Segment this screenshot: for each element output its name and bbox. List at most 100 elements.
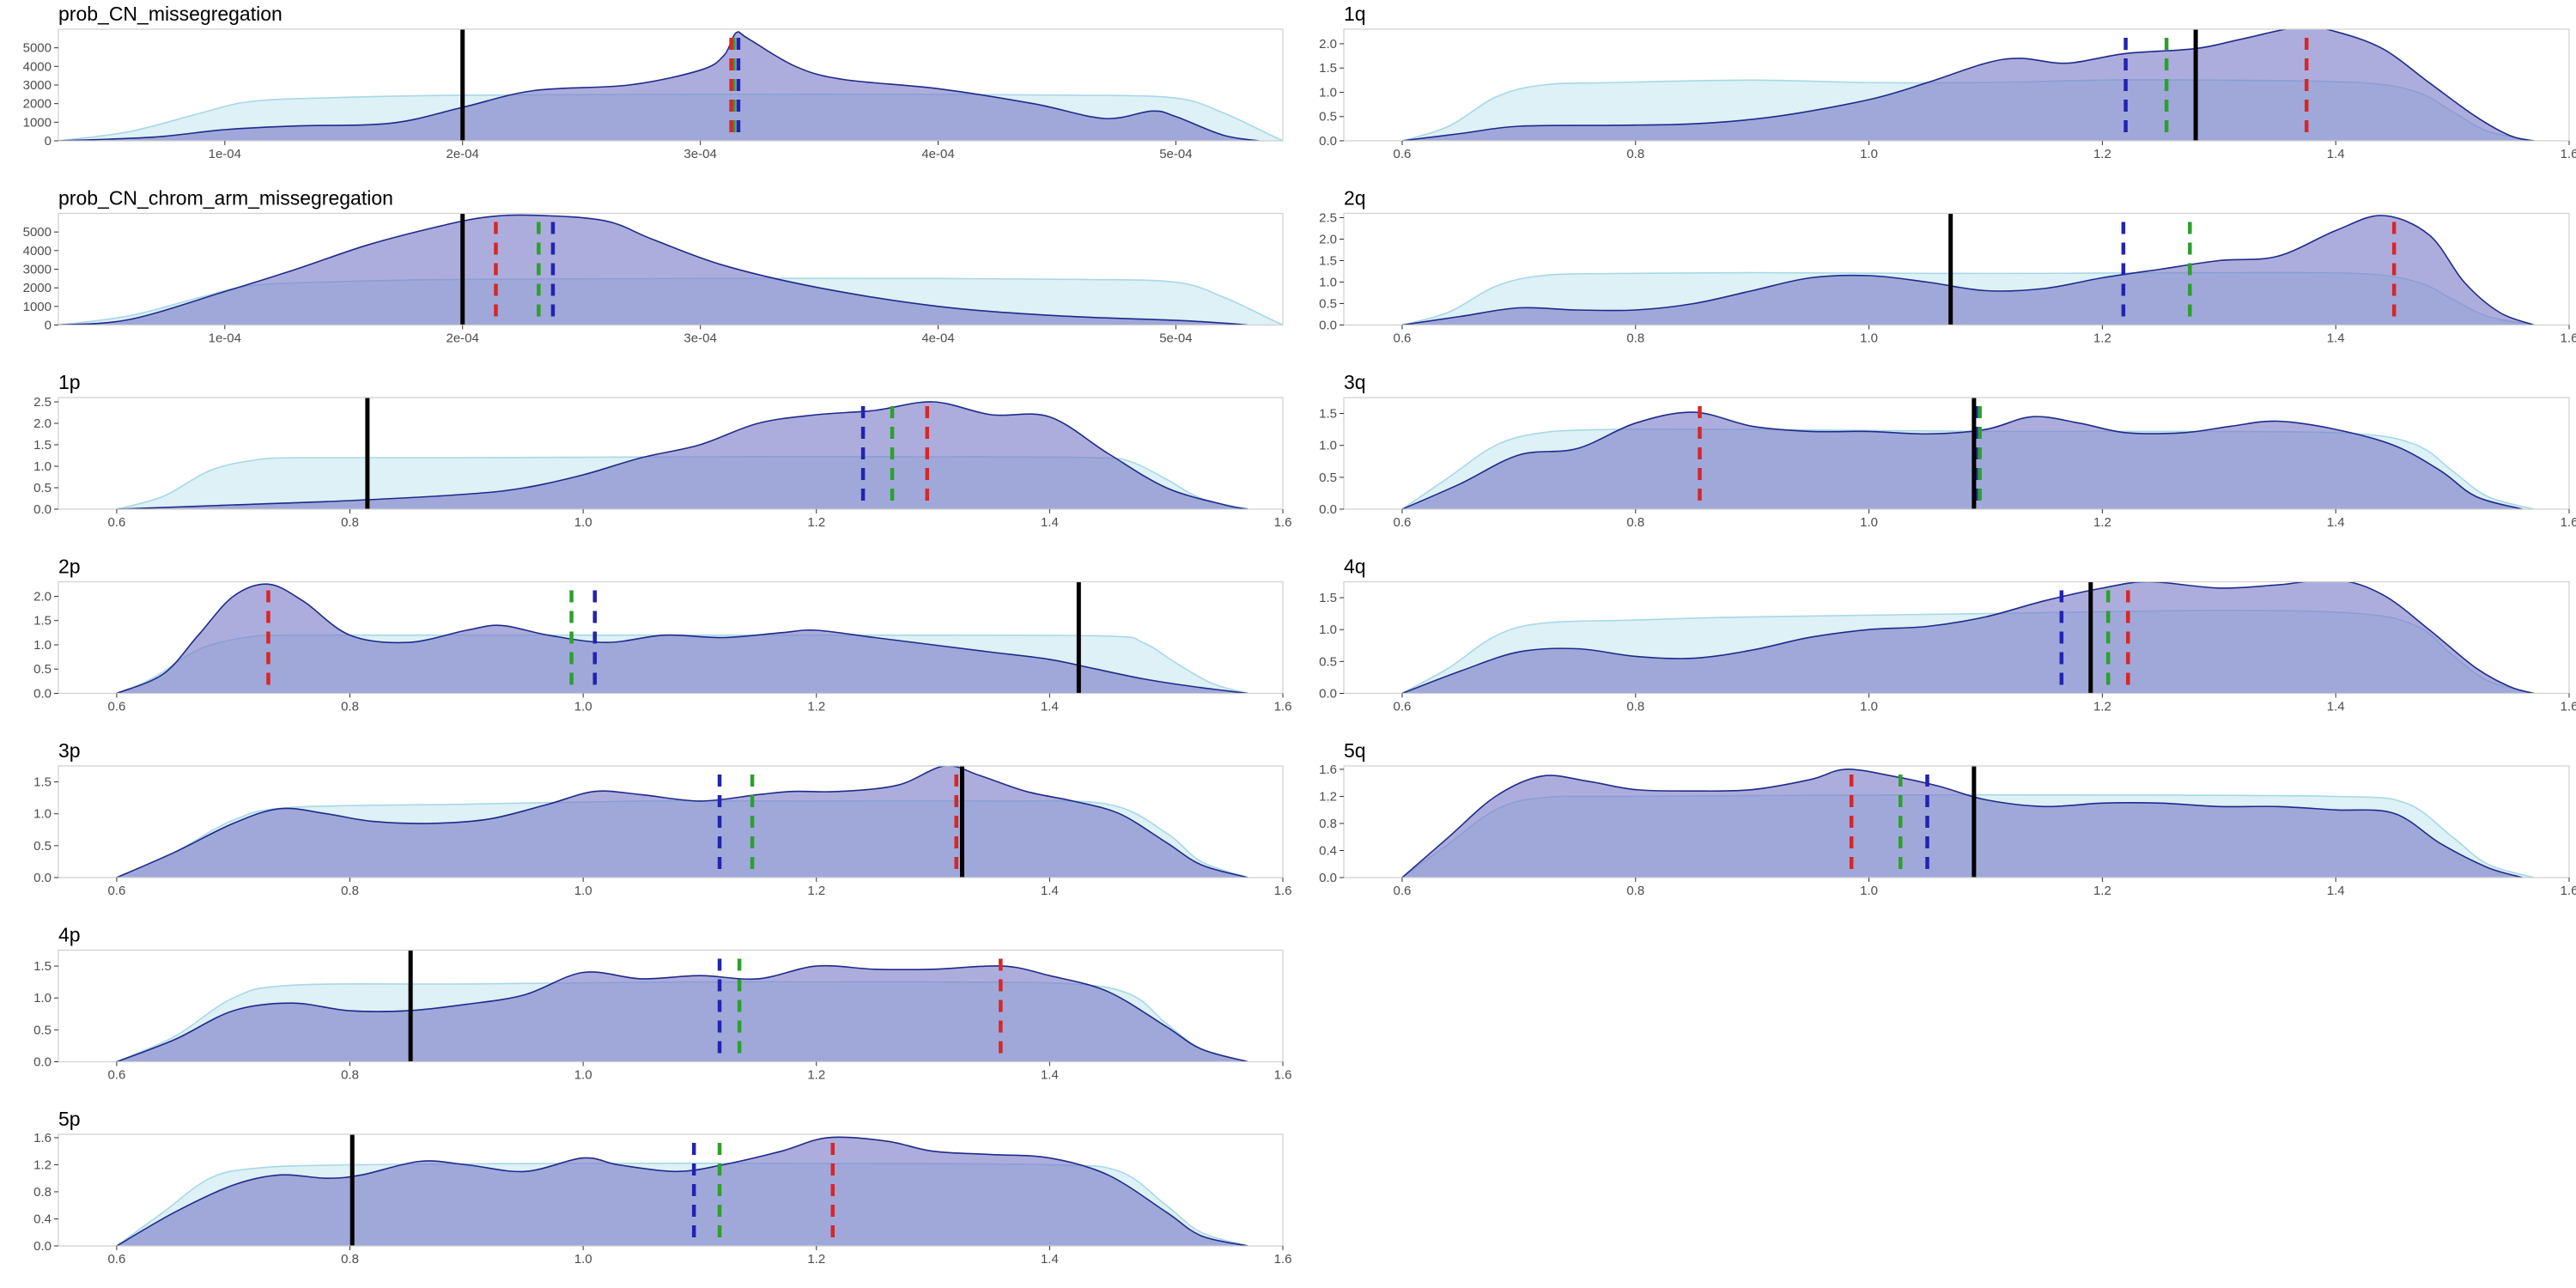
y-tick-label: 0.5 <box>33 839 52 854</box>
x-tick-label: 0.8 <box>1626 515 1644 530</box>
panel-title: 3p <box>58 739 81 762</box>
y-tick-label: 1.5 <box>33 614 52 629</box>
y-tick-label: 0.0 <box>1319 319 1337 333</box>
prior-density-line <box>116 1162 1249 1246</box>
density-layer <box>58 213 1283 325</box>
x-tick-label: 4e-04 <box>921 147 954 161</box>
density-layer <box>116 1134 1249 1246</box>
panel-prob-CN-missegregation: prob_CN_missegregation 0 1000 2000 3000 4000 5… <box>23 3 1284 161</box>
panel-2q: 2q 0.0 0.5 1.0 1.5 2.0 2.5 0.6 0.8 1.0 1.2 1.4 1.6 <box>1319 187 2576 346</box>
x-tick-label: 1e-04 <box>209 331 241 346</box>
y-tick-label: 2.0 <box>1319 233 1337 247</box>
y-tick-label: 0.0 <box>33 1239 52 1254</box>
posterior-density-area <box>58 215 1248 325</box>
posterior-density-area <box>116 766 1249 878</box>
x-tick-label: 5e-04 <box>1159 147 1192 161</box>
x-tick-label: 0.8 <box>341 515 359 530</box>
panel-3q: 3q 0.0 0.5 1.0 1.5 0.6 0.8 1.0 1.2 1.4 1.6 <box>1319 371 2576 530</box>
x-tick-label: 1.4 <box>1041 1252 1059 1267</box>
posterior-density-line <box>58 214 1248 325</box>
density-layer <box>116 398 1249 509</box>
panel-title: 3q <box>1344 371 1366 393</box>
plot-frame <box>58 397 1284 510</box>
x-tick-label: 1.0 <box>574 1068 592 1083</box>
y-tick-label: 0.0 <box>33 871 52 885</box>
y-tick-label: 3000 <box>23 78 52 93</box>
x-tick-label: 1.4 <box>1041 700 1059 714</box>
plot-frame <box>58 1133 1284 1247</box>
posterior-density-area <box>116 584 1249 694</box>
posterior-density-area <box>1402 769 2523 878</box>
y-tick-label: 1.0 <box>1319 85 1337 100</box>
y-tick-label: 4000 <box>23 59 52 74</box>
y-tick-label: 1.0 <box>33 638 52 653</box>
density-layer <box>1401 766 2535 878</box>
x-tick-label: 0.8 <box>341 884 359 898</box>
x-tick-label: 0.6 <box>107 1252 125 1267</box>
posterior-density-line <box>116 1136 1249 1246</box>
x-tick-label: 1.6 <box>2561 884 2576 898</box>
x-tick-label: 1.2 <box>807 1068 825 1083</box>
y-tick-label: 2.0 <box>1319 37 1337 52</box>
y-tick-label: 1.5 <box>33 438 52 453</box>
x-tick-label: 0.6 <box>1394 331 1412 346</box>
x-tick-label: 1.4 <box>2327 884 2345 898</box>
x-tick-label: 1.4 <box>2327 515 2345 530</box>
posterior-density-area <box>116 965 1249 1062</box>
x-tick-label: 1.6 <box>1274 884 1292 898</box>
y-tick-label: 0.5 <box>33 1023 52 1037</box>
y-tick-label: 0.8 <box>33 1185 52 1200</box>
x-tick-label: 1.0 <box>1860 147 1878 161</box>
y-tick-label: 2.5 <box>33 395 52 410</box>
x-tick-label: 1.4 <box>1041 884 1059 898</box>
posterior-density-area <box>58 32 1260 141</box>
density-layer <box>1401 581 2535 694</box>
posterior-density-area <box>1402 215 2535 325</box>
y-tick-label: 5000 <box>23 41 52 56</box>
y-tick-label: 1.5 <box>33 959 52 974</box>
density-layer <box>116 950 1249 1062</box>
panel-3p: 3p 0.0 0.5 1.0 1.5 0.6 0.8 1.0 1.2 1.4 1.6 <box>33 739 1291 898</box>
panel-5p: 5p 0.0 0.4 0.8 1.2 1.6 0.6 0.8 1.0 1.2 1.4 1.6 <box>33 1108 1291 1267</box>
x-tick-label: 1.0 <box>574 1252 592 1267</box>
posterior-density-line <box>1401 411 2523 509</box>
y-tick-label: 1.6 <box>1319 762 1337 777</box>
posterior-density-area <box>116 1137 1249 1246</box>
plot-frame <box>1343 212 2570 326</box>
panel-title: prob_CN_chrom_arm_missegregation <box>58 187 393 210</box>
x-tick-label: 1.6 <box>1274 700 1292 714</box>
density-layer <box>1401 398 2535 509</box>
panel-5q: 5q 0.0 0.4 0.8 1.2 1.6 0.6 0.8 1.0 1.2 1.4 1.6 <box>1319 739 2576 898</box>
panel-title: 4p <box>58 924 81 946</box>
x-tick-label: 1.0 <box>1860 331 1878 346</box>
y-tick-label: 1.2 <box>1319 789 1337 804</box>
x-tick-label: 1.2 <box>2093 147 2111 161</box>
posterior-density-line <box>116 766 1249 878</box>
y-tick-label: 3000 <box>23 263 52 277</box>
y-tick-label: 0.4 <box>1319 843 1337 858</box>
density-layer <box>116 766 1249 878</box>
y-tick-label: 1.5 <box>1319 407 1337 422</box>
y-tick-label: 4000 <box>23 244 52 258</box>
plot-frame <box>1343 397 2570 510</box>
y-tick-label: 0.0 <box>33 687 52 702</box>
x-tick-label: 1.2 <box>807 884 825 898</box>
y-tick-label: 1.0 <box>33 459 52 474</box>
plot-frame <box>58 949 1284 1063</box>
x-tick-label: 1.0 <box>574 700 592 714</box>
x-tick-label: 0.6 <box>107 1068 125 1083</box>
x-tick-label: 0.6 <box>1394 515 1412 530</box>
y-tick-label: 0.5 <box>1319 654 1337 669</box>
y-tick-label: 1000 <box>23 115 52 130</box>
x-tick-label: 0.6 <box>107 700 125 714</box>
y-tick-label: 0.5 <box>1319 471 1337 485</box>
posterior-density-line <box>116 401 1249 509</box>
x-tick-label: 5e-04 <box>1159 331 1192 346</box>
plot-frame <box>1343 580 2570 695</box>
plot-frame <box>1343 765 2570 878</box>
y-tick-label: 0.0 <box>33 502 52 517</box>
x-tick-label: 1.6 <box>1274 515 1292 530</box>
y-tick-label: 1.5 <box>1319 591 1337 605</box>
panel-title: 2p <box>58 556 81 578</box>
x-tick-label: 0.8 <box>1626 331 1644 346</box>
